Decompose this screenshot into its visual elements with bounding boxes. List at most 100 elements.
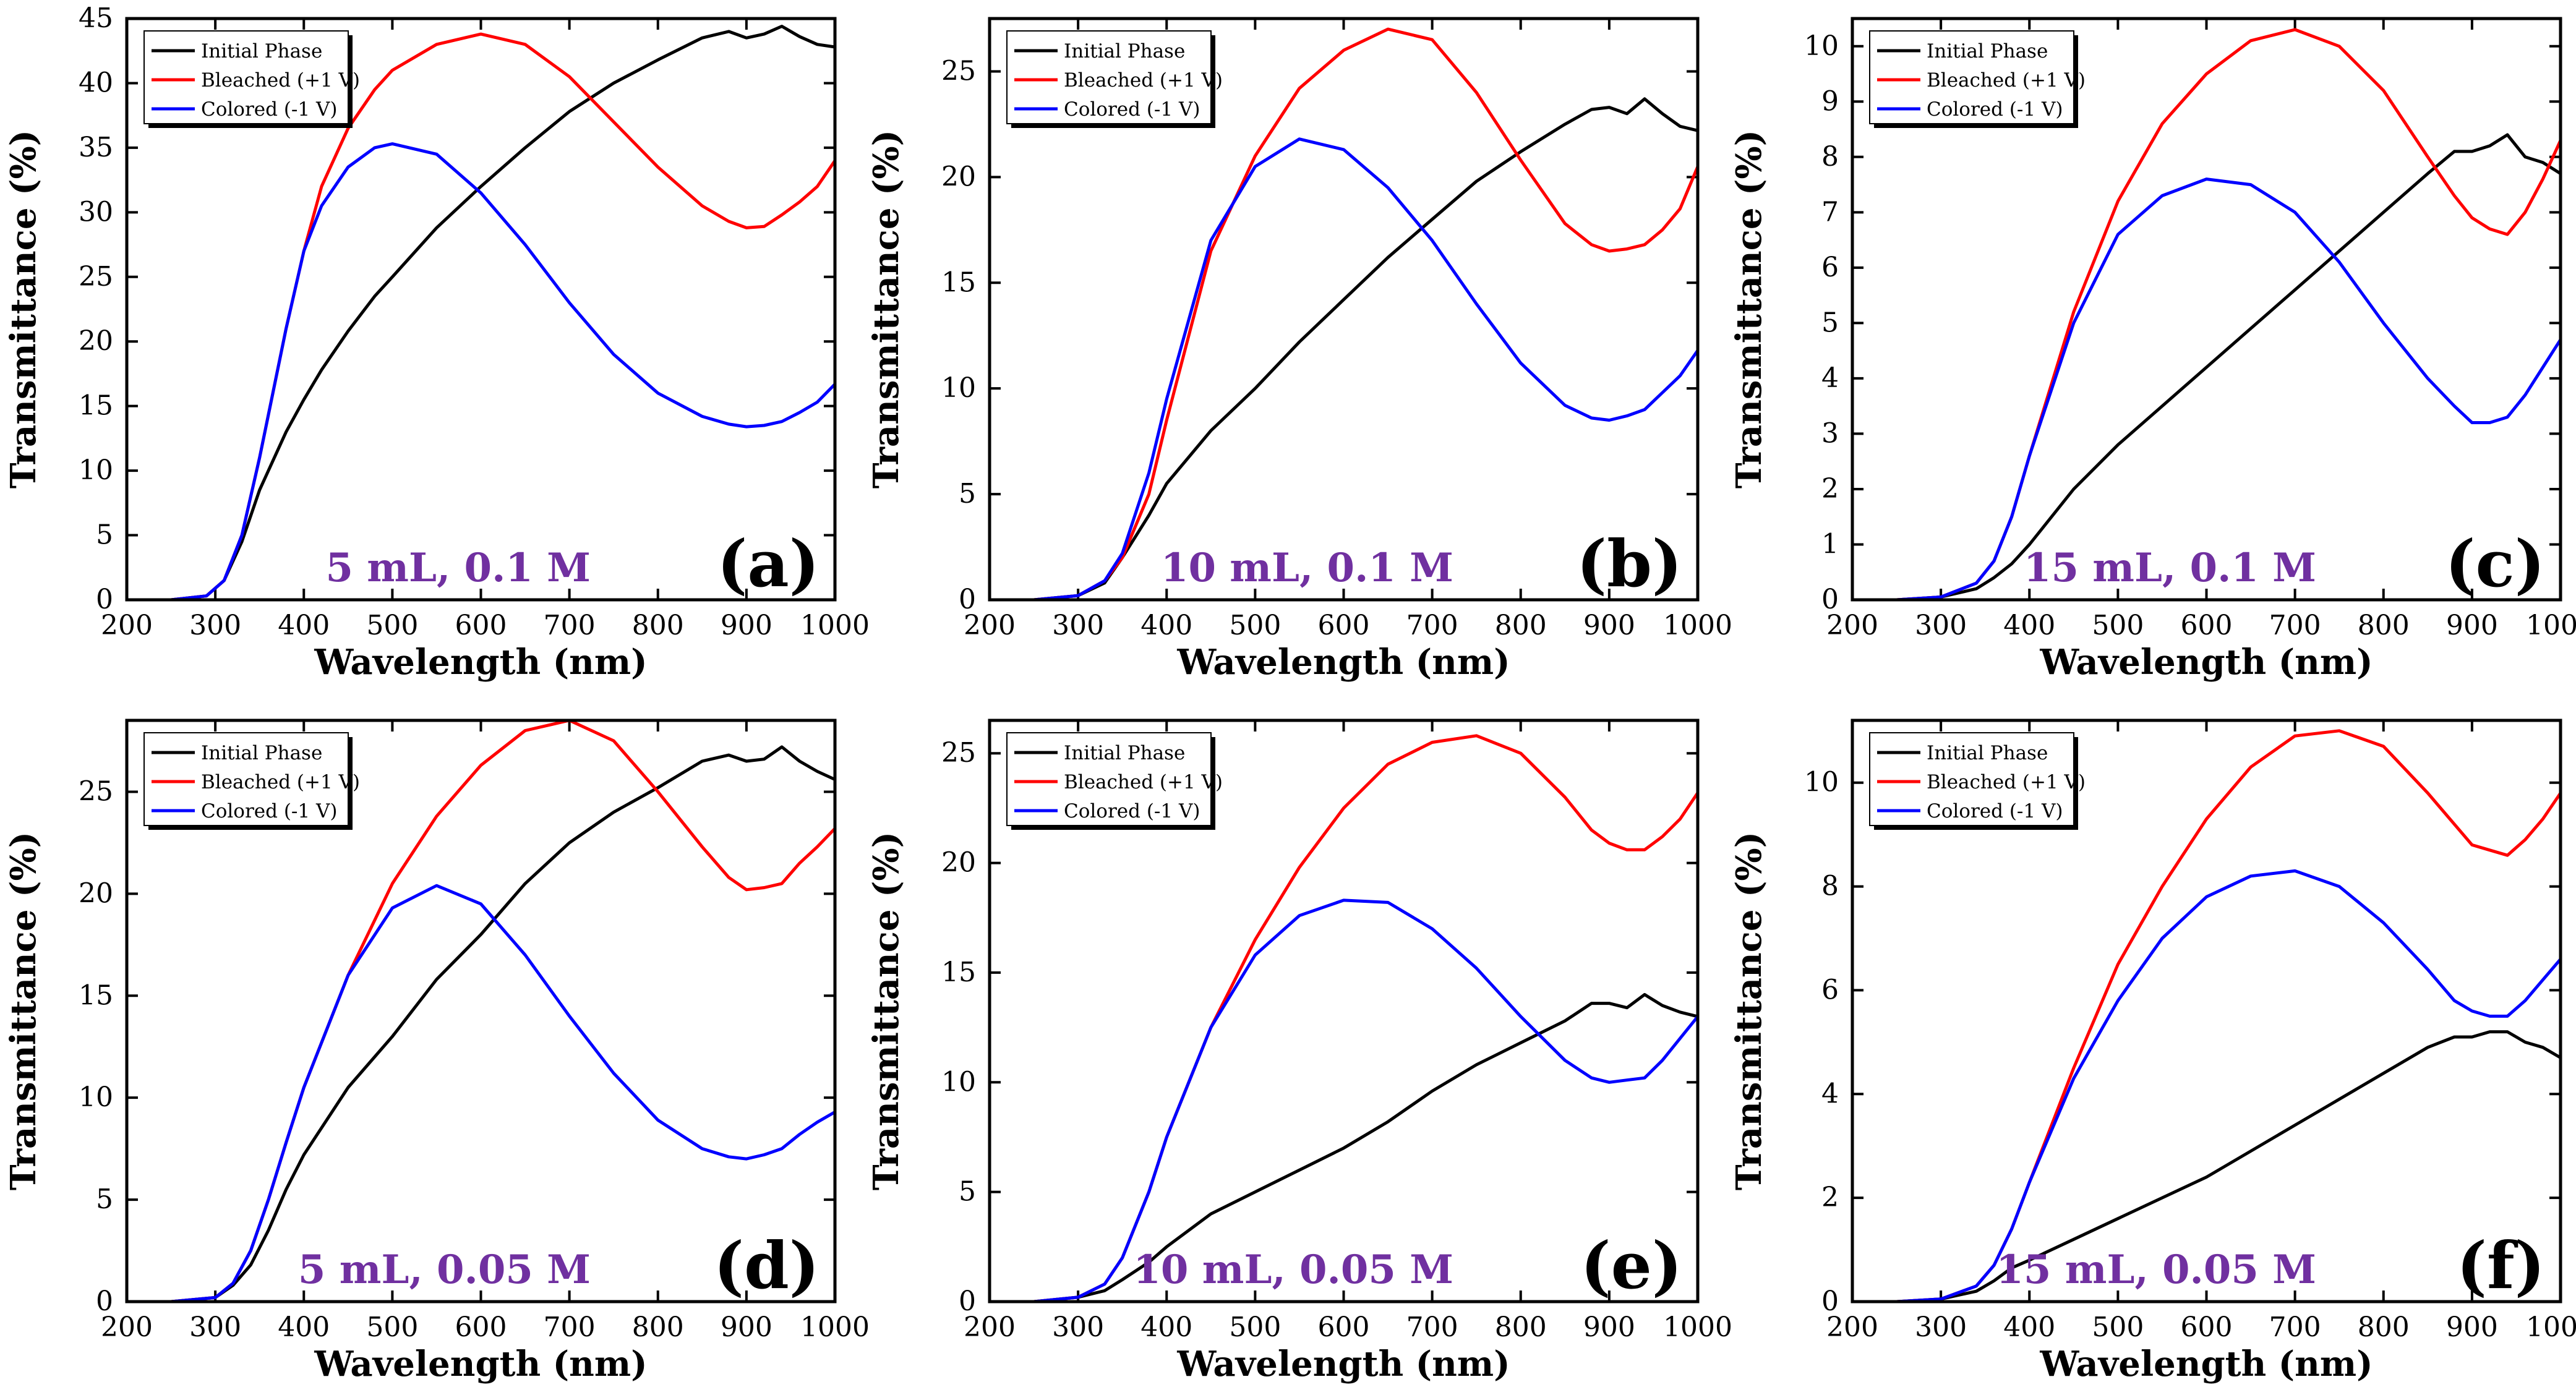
y-axis-label: Transmittance (%)	[866, 832, 907, 1190]
legend-entry: Colored (-1 V)	[1064, 800, 1200, 822]
x-tick-label: 700	[1406, 1312, 1458, 1343]
y-tick-label: 6	[1821, 974, 1839, 1005]
plot-frame	[1851, 719, 2562, 1303]
legend-entry: Initial Phase	[201, 742, 322, 764]
series-line-colored	[988, 898, 1700, 1303]
series-line-initial	[1851, 1030, 2562, 1303]
x-tick-label: 900	[721, 1312, 772, 1343]
x-tick-label: 400	[1140, 1312, 1192, 1343]
y-tick-label: 25	[941, 737, 976, 769]
y-tick-label: 25	[79, 261, 113, 292]
panel-label: (f)	[2457, 1227, 2545, 1303]
x-tick-label: 700	[1406, 610, 1458, 641]
panel-label: (a)	[717, 526, 819, 602]
series-line-initial	[125, 745, 837, 1303]
x-tick-label: 300	[1052, 610, 1104, 641]
x-tick-label: 900	[2446, 610, 2498, 641]
y-tick-label: 8	[1821, 871, 1839, 902]
x-tick-label: 700	[2269, 610, 2321, 641]
y-tick-label: 0	[959, 584, 976, 615]
x-tick-label: 300	[1915, 1312, 1967, 1343]
x-tick-label: 800	[1495, 1312, 1547, 1343]
x-tick-label: 800	[632, 1312, 684, 1343]
condition-label: 10 mL, 0.05 M	[1133, 1247, 1453, 1293]
panel-e: 0 5 10 15 20 25 200 300 400 500 600 700 800 900 1000 In…	[866, 719, 1732, 1384]
y-tick-label: 10	[79, 1081, 113, 1113]
panel-label: (d)	[714, 1227, 819, 1303]
series-line-colored	[1851, 869, 2562, 1303]
y-tick-label: 0	[959, 1286, 976, 1317]
series-line-initial	[125, 25, 837, 602]
y-tick-label: 15	[79, 390, 113, 422]
x-tick-label: 400	[278, 610, 330, 641]
x-tick-label: 1000	[2526, 610, 2576, 641]
y-tick-label: 5	[96, 1184, 113, 1215]
y-tick-label: 20	[79, 325, 113, 357]
legend-entry: Initial Phase	[1064, 40, 1185, 62]
legend-entry: Bleached (+1 V)	[1064, 771, 1223, 793]
plot-frame	[1851, 17, 2562, 602]
y-tick-label: 6	[1821, 252, 1839, 283]
y-tick-label: 30	[79, 196, 113, 228]
x-tick-label: 600	[2181, 610, 2233, 641]
x-tick-label: 300	[1052, 1312, 1104, 1343]
y-tick-label: 10	[1804, 30, 1839, 62]
y-axis-label: Transmittance (%)	[1729, 832, 1769, 1190]
y-tick-label: 5	[1821, 307, 1839, 338]
panel-f: 0 2 4 6 8 10 200 300 400 500 600 700 800 900 1000 Initi…	[1729, 719, 2576, 1384]
x-tick-label: 200	[964, 610, 1016, 641]
x-tick-label: 300	[189, 1312, 241, 1343]
plot-frame	[125, 17, 837, 602]
panel-label: (c)	[2445, 526, 2545, 602]
x-tick-label: 800	[1495, 610, 1547, 641]
x-tick-label: 1000	[1663, 610, 1732, 641]
condition-label: 5 mL, 0.1 M	[325, 545, 591, 591]
y-tick-label: 10	[79, 454, 113, 486]
y-tick-label: 5	[959, 1176, 976, 1208]
x-tick-label: 600	[1318, 610, 1370, 641]
x-tick-label: 1000	[800, 1312, 870, 1343]
y-tick-label: 8	[1821, 141, 1839, 173]
y-tick-label: 40	[79, 67, 113, 98]
y-tick-label: 15	[79, 979, 113, 1011]
legend-entry: Colored (-1 V)	[201, 800, 337, 822]
x-tick-label: 600	[455, 610, 507, 641]
legend-entry: Bleached (+1 V)	[1927, 771, 2086, 793]
y-tick-label: 3	[1821, 417, 1839, 449]
series-line-initial	[1851, 133, 2562, 602]
x-axis-label: Wavelength (nm)	[1176, 1344, 1510, 1384]
panel-b: 0 5 10 15 20 25 200 300 400 500 600 700 800 900 1000 In…	[866, 17, 1732, 683]
y-axis-label: Transmittance (%)	[866, 130, 907, 488]
y-tick-label: 5	[959, 478, 976, 510]
condition-label: 5 mL, 0.05 M	[298, 1247, 591, 1293]
condition-label: 15 mL, 0.1 M	[2024, 545, 2316, 591]
x-tick-label: 300	[189, 610, 241, 641]
x-tick-label: 700	[544, 1312, 596, 1343]
y-tick-label: 7	[1821, 196, 1839, 228]
x-tick-label: 500	[366, 1312, 418, 1343]
x-tick-label: 300	[1915, 610, 1967, 641]
condition-label: 10 mL, 0.1 M	[1161, 545, 1453, 591]
y-tick-label: 0	[96, 584, 113, 615]
legend-entry: Initial Phase	[1064, 742, 1185, 764]
x-tick-label: 500	[1229, 1312, 1281, 1343]
x-tick-label: 200	[1826, 1312, 1878, 1343]
x-tick-label: 500	[2092, 1312, 2144, 1343]
y-tick-label: 45	[79, 2, 113, 34]
panel-c: 0 1 2 3 4 5 6 7 8 9 10 200 300 400 500 600 700 800 900 1000…	[1729, 17, 2576, 683]
legend-entry: Initial Phase	[1927, 742, 2048, 764]
x-axis-label: Wavelength (nm)	[314, 1344, 647, 1384]
series-line-colored	[1851, 177, 2562, 602]
legend-entry: Colored (-1 V)	[201, 98, 337, 121]
x-tick-label: 600	[2181, 1312, 2233, 1343]
y-tick-label: 0	[96, 1286, 113, 1317]
x-tick-label: 500	[366, 610, 418, 641]
y-tick-label: 35	[79, 132, 113, 163]
series-line-initial	[988, 992, 1700, 1303]
x-tick-label: 700	[2269, 1312, 2321, 1343]
x-tick-label: 900	[721, 610, 772, 641]
panel-d: 0 5 10 15 20 25 200 300 400 500 600 700 800 900 1000 In…	[3, 719, 870, 1384]
y-tick-label: 20	[79, 877, 113, 909]
y-tick-label: 4	[1821, 362, 1839, 394]
